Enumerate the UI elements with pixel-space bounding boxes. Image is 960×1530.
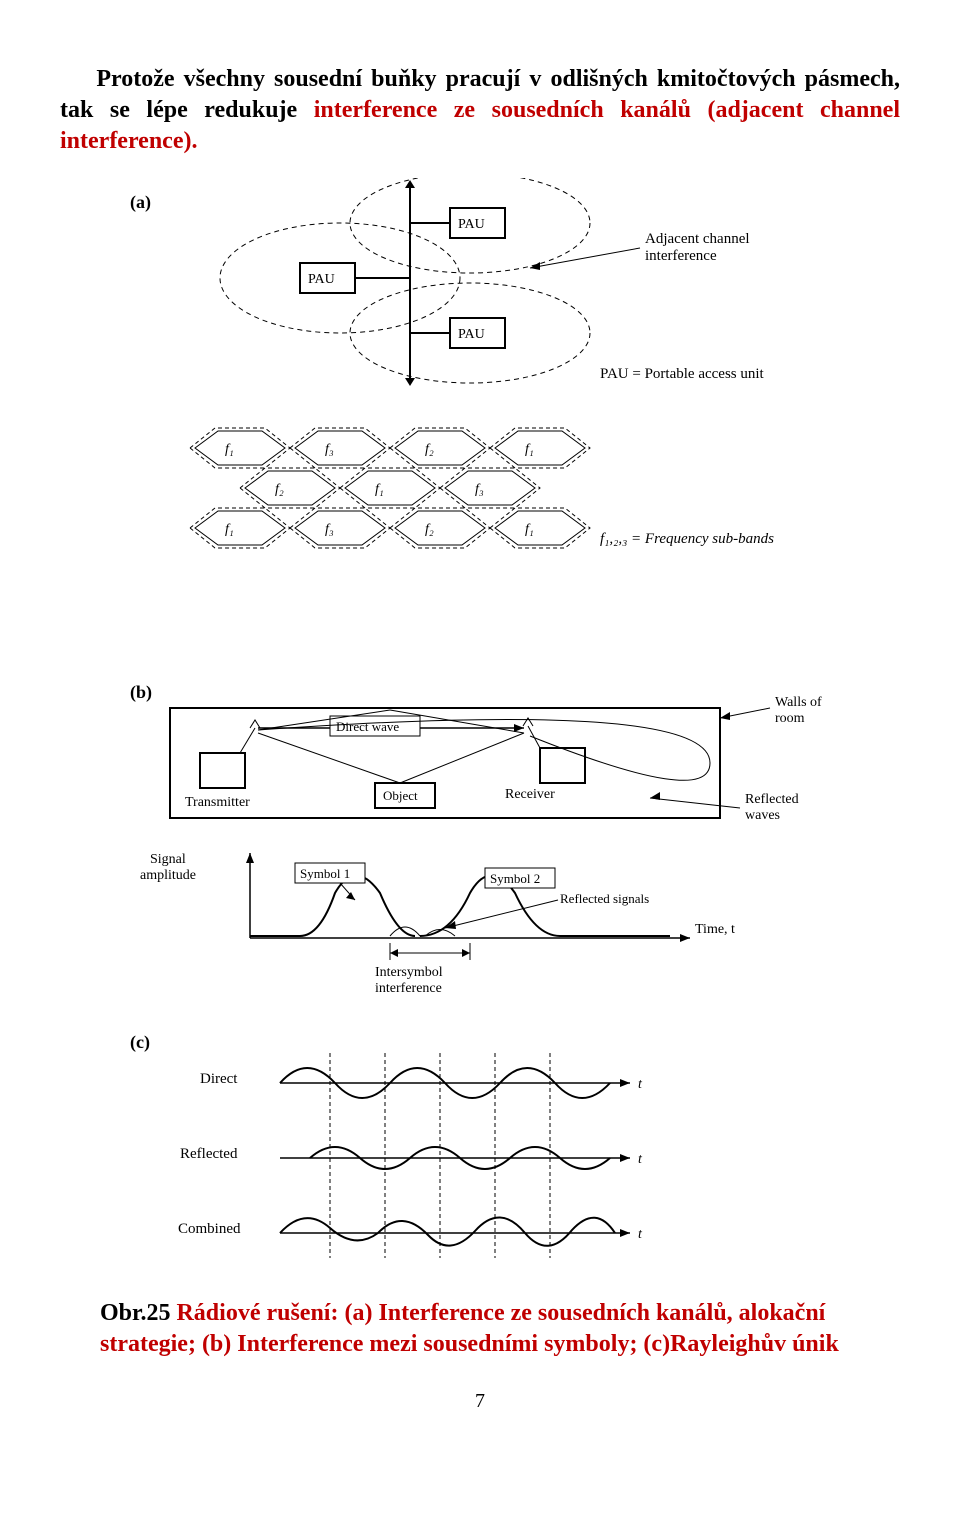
panel-c-svg: (c) Direct t Reflected t Combined t — [110, 1028, 850, 1278]
svg-text:f₁: f₁ — [375, 482, 384, 497]
pau-text-2: PAU — [308, 272, 335, 287]
figure-caption: Obr.25 Rádiové rušení: (a) Interference … — [60, 1298, 900, 1360]
direct-wave-text: Direct wave — [336, 719, 399, 734]
walls-text2: room — [775, 711, 805, 726]
symbol1-curve — [250, 875, 415, 936]
svg-text:f₁: f₁ — [225, 522, 234, 537]
svg-text:f₃: f₃ — [325, 522, 334, 537]
caption-obr: Obr.25 — [100, 1300, 176, 1326]
panel-b-svg: (b) Walls of room Transmitter Receiver O… — [110, 678, 850, 1008]
object-label: Object — [383, 788, 418, 803]
fsub-note: f₁,₂,₃ = Frequency sub-bands — [600, 531, 774, 547]
direct-t: t — [638, 1077, 643, 1092]
isi-text-2: interference — [375, 981, 442, 996]
pau-note: PAU = Portable access unit — [600, 366, 765, 382]
walls-text1: Walls of — [775, 695, 822, 710]
pau-text-3: PAU — [458, 327, 485, 342]
time-label: Time, t — [695, 922, 735, 937]
sym2-text: Symbol 2 — [490, 871, 540, 886]
reflected-text1: Reflected — [745, 792, 799, 807]
sym1-text: Symbol 1 — [300, 866, 350, 881]
svg-text:f₂: f₂ — [425, 522, 434, 537]
svg-text:f₁: f₁ — [225, 442, 234, 457]
reflected-t: t — [638, 1152, 643, 1167]
aci-text-2: interference — [645, 248, 717, 264]
reflected-label: Reflected — [180, 1146, 238, 1162]
panel-a: (a) PAU PAU PAU Adjacent channel interfe… — [60, 178, 900, 658]
intro-indent — [60, 66, 96, 92]
tx-box — [200, 753, 245, 788]
panel-b: (b) Walls of room Transmitter Receiver O… — [60, 678, 900, 1008]
combined-label: Combined — [178, 1221, 241, 1237]
panel-b-label: (b) — [130, 682, 152, 703]
svg-text:f₂: f₂ — [275, 482, 284, 497]
rx-label: Receiver — [505, 787, 555, 802]
hex-grid: f₁ f₃ f₂ f₁ f₂ — [190, 428, 590, 548]
combined-t: t — [638, 1227, 643, 1242]
sigamp-2: amplitude — [140, 868, 196, 883]
panel-c-label: (c) — [130, 1032, 150, 1053]
rx-antenna — [528, 726, 540, 748]
aci-text-1: Adjacent channel — [645, 231, 750, 247]
aci-leader-head — [530, 262, 540, 270]
pau-text-1: PAU — [458, 217, 485, 232]
backbone-top-term — [405, 180, 415, 188]
reflected-leader — [650, 798, 740, 808]
svg-text:f₃: f₃ — [475, 482, 484, 497]
svg-text:f₂: f₂ — [425, 442, 434, 457]
intro-paragraph: Protože všechny sousední buňky pracují v… — [60, 64, 900, 158]
sigamp-1: Signal — [150, 852, 186, 867]
direct-label: Direct — [200, 1071, 238, 1087]
svg-text:f₁: f₁ — [525, 522, 534, 537]
backbone-bot-term — [405, 378, 415, 386]
svg-text:f₃: f₃ — [325, 442, 334, 457]
panel-c: (c) Direct t Reflected t Combined t — [60, 1028, 900, 1278]
rx-box — [540, 748, 585, 783]
panel-a-label: (a) — [130, 192, 151, 213]
page-number: 7 — [60, 1390, 900, 1413]
isi-text-1: Intersymbol — [375, 965, 443, 980]
svg-text:f₁: f₁ — [525, 442, 534, 457]
panel-a-svg: (a) PAU PAU PAU Adjacent channel interfe… — [110, 178, 850, 658]
refsig-text: Reflected signals — [560, 891, 649, 906]
tx-label: Transmitter — [185, 795, 250, 810]
tx-antenna — [240, 728, 255, 753]
caption-red: Rádiové rušení: (a) Interference ze sous… — [100, 1300, 839, 1357]
aci-leader — [530, 248, 640, 268]
reflected-text2: waves — [745, 808, 780, 823]
